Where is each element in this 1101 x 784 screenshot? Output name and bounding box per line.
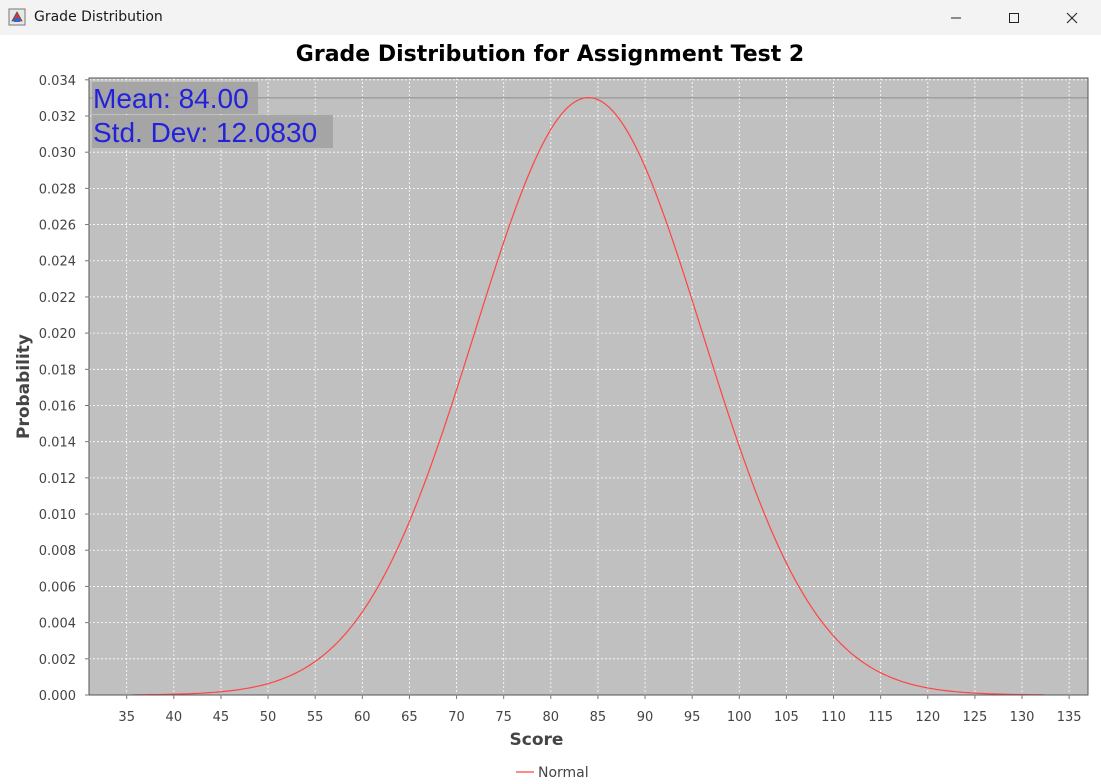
x-tick-label: 105 [774, 710, 799, 725]
x-tick-label: 130 [1010, 710, 1035, 725]
mean-annotation-bg [92, 82, 258, 114]
y-tick-label: 0.012 [39, 472, 76, 487]
y-tick-label: 0.010 [39, 508, 76, 523]
minimize-icon [951, 17, 961, 18]
chart-legend: Normal [516, 765, 589, 781]
x-tick-label: 50 [260, 710, 277, 725]
chart-panel: Grade Distribution for Assignment Test 2… [0, 35, 1101, 784]
x-tick-label: 75 [495, 710, 512, 725]
y-tick-label: 0.024 [39, 255, 76, 270]
y-tick-label: 0.034 [39, 74, 76, 89]
x-tick-label: 90 [637, 710, 654, 725]
y-axis-ticks: 0.000 0.002 0.004 0.006 0.008 0.010 0.012 0.014… [39, 74, 89, 704]
y-tick-label: 0.016 [39, 399, 76, 414]
y-tick-label: 0.006 [39, 580, 76, 595]
x-tick-label: 70 [448, 710, 465, 725]
x-axis-label: Score [510, 730, 564, 750]
x-tick-label: 120 [915, 710, 940, 725]
y-tick-label: 0.022 [39, 291, 76, 306]
minimize-button[interactable] [927, 0, 985, 35]
x-tick-label: 95 [684, 710, 701, 725]
x-tick-label: 115 [868, 710, 893, 725]
x-tick-label: 125 [962, 710, 987, 725]
y-tick-label: 0.030 [39, 146, 76, 161]
grid-lines [89, 78, 1088, 695]
y-axis-label: Probability [14, 334, 34, 439]
y-tick-label: 0.026 [39, 219, 76, 234]
x-tick-label: 40 [166, 710, 183, 725]
java-cup-icon [8, 8, 26, 26]
std-annotation-bg [92, 115, 333, 148]
x-axis-ticks: 35 40 45 50 55 60 65 70 75 80 85 90 95 100 105 110 115 12… [118, 695, 1082, 725]
y-tick-label: 0.004 [39, 617, 76, 632]
plot-border [88, 77, 1089, 696]
y-tick-label: 0.020 [39, 327, 76, 342]
x-tick-label: 45 [213, 710, 230, 725]
chart-title: Grade Distribution for Assignment Test 2 [296, 42, 804, 67]
series-line-normal [132, 96, 1045, 696]
y-tick-label: 0.002 [39, 653, 76, 668]
plot-area [89, 78, 1088, 695]
x-tick-label: 35 [118, 710, 135, 725]
y-tick-label: 0.008 [39, 544, 76, 559]
x-tick-label: 60 [354, 710, 371, 725]
maximize-button[interactable] [985, 0, 1043, 35]
distribution-chart: Grade Distribution for Assignment Test 2… [14, 42, 1089, 781]
stats-annotation: Mean: 84.00 Std. Dev: 12.0830 [92, 82, 333, 148]
std-annotation: Std. Dev: 12.0830 [93, 117, 317, 148]
x-tick-label: 100 [727, 710, 752, 725]
title-bar[interactable]: Grade Distribution [0, 0, 1101, 35]
x-tick-label: 80 [543, 710, 560, 725]
window-title: Grade Distribution [34, 9, 163, 25]
maximize-icon [1009, 12, 1019, 23]
y-tick-label: 0.000 [39, 689, 76, 704]
mean-annotation: Mean: 84.00 [93, 83, 249, 114]
x-tick-label: 85 [590, 710, 607, 725]
x-tick-label: 135 [1057, 710, 1082, 725]
legend-label-normal: Normal [538, 765, 589, 781]
y-tick-label: 0.018 [39, 363, 76, 378]
x-tick-label: 55 [307, 710, 324, 725]
y-tick-label: 0.014 [39, 436, 76, 451]
close-icon [1066, 12, 1078, 23]
close-button[interactable] [1043, 0, 1101, 35]
x-tick-label: 110 [821, 710, 846, 725]
x-tick-label: 65 [401, 710, 418, 725]
y-tick-label: 0.032 [39, 110, 76, 125]
y-tick-label: 0.028 [39, 182, 76, 197]
